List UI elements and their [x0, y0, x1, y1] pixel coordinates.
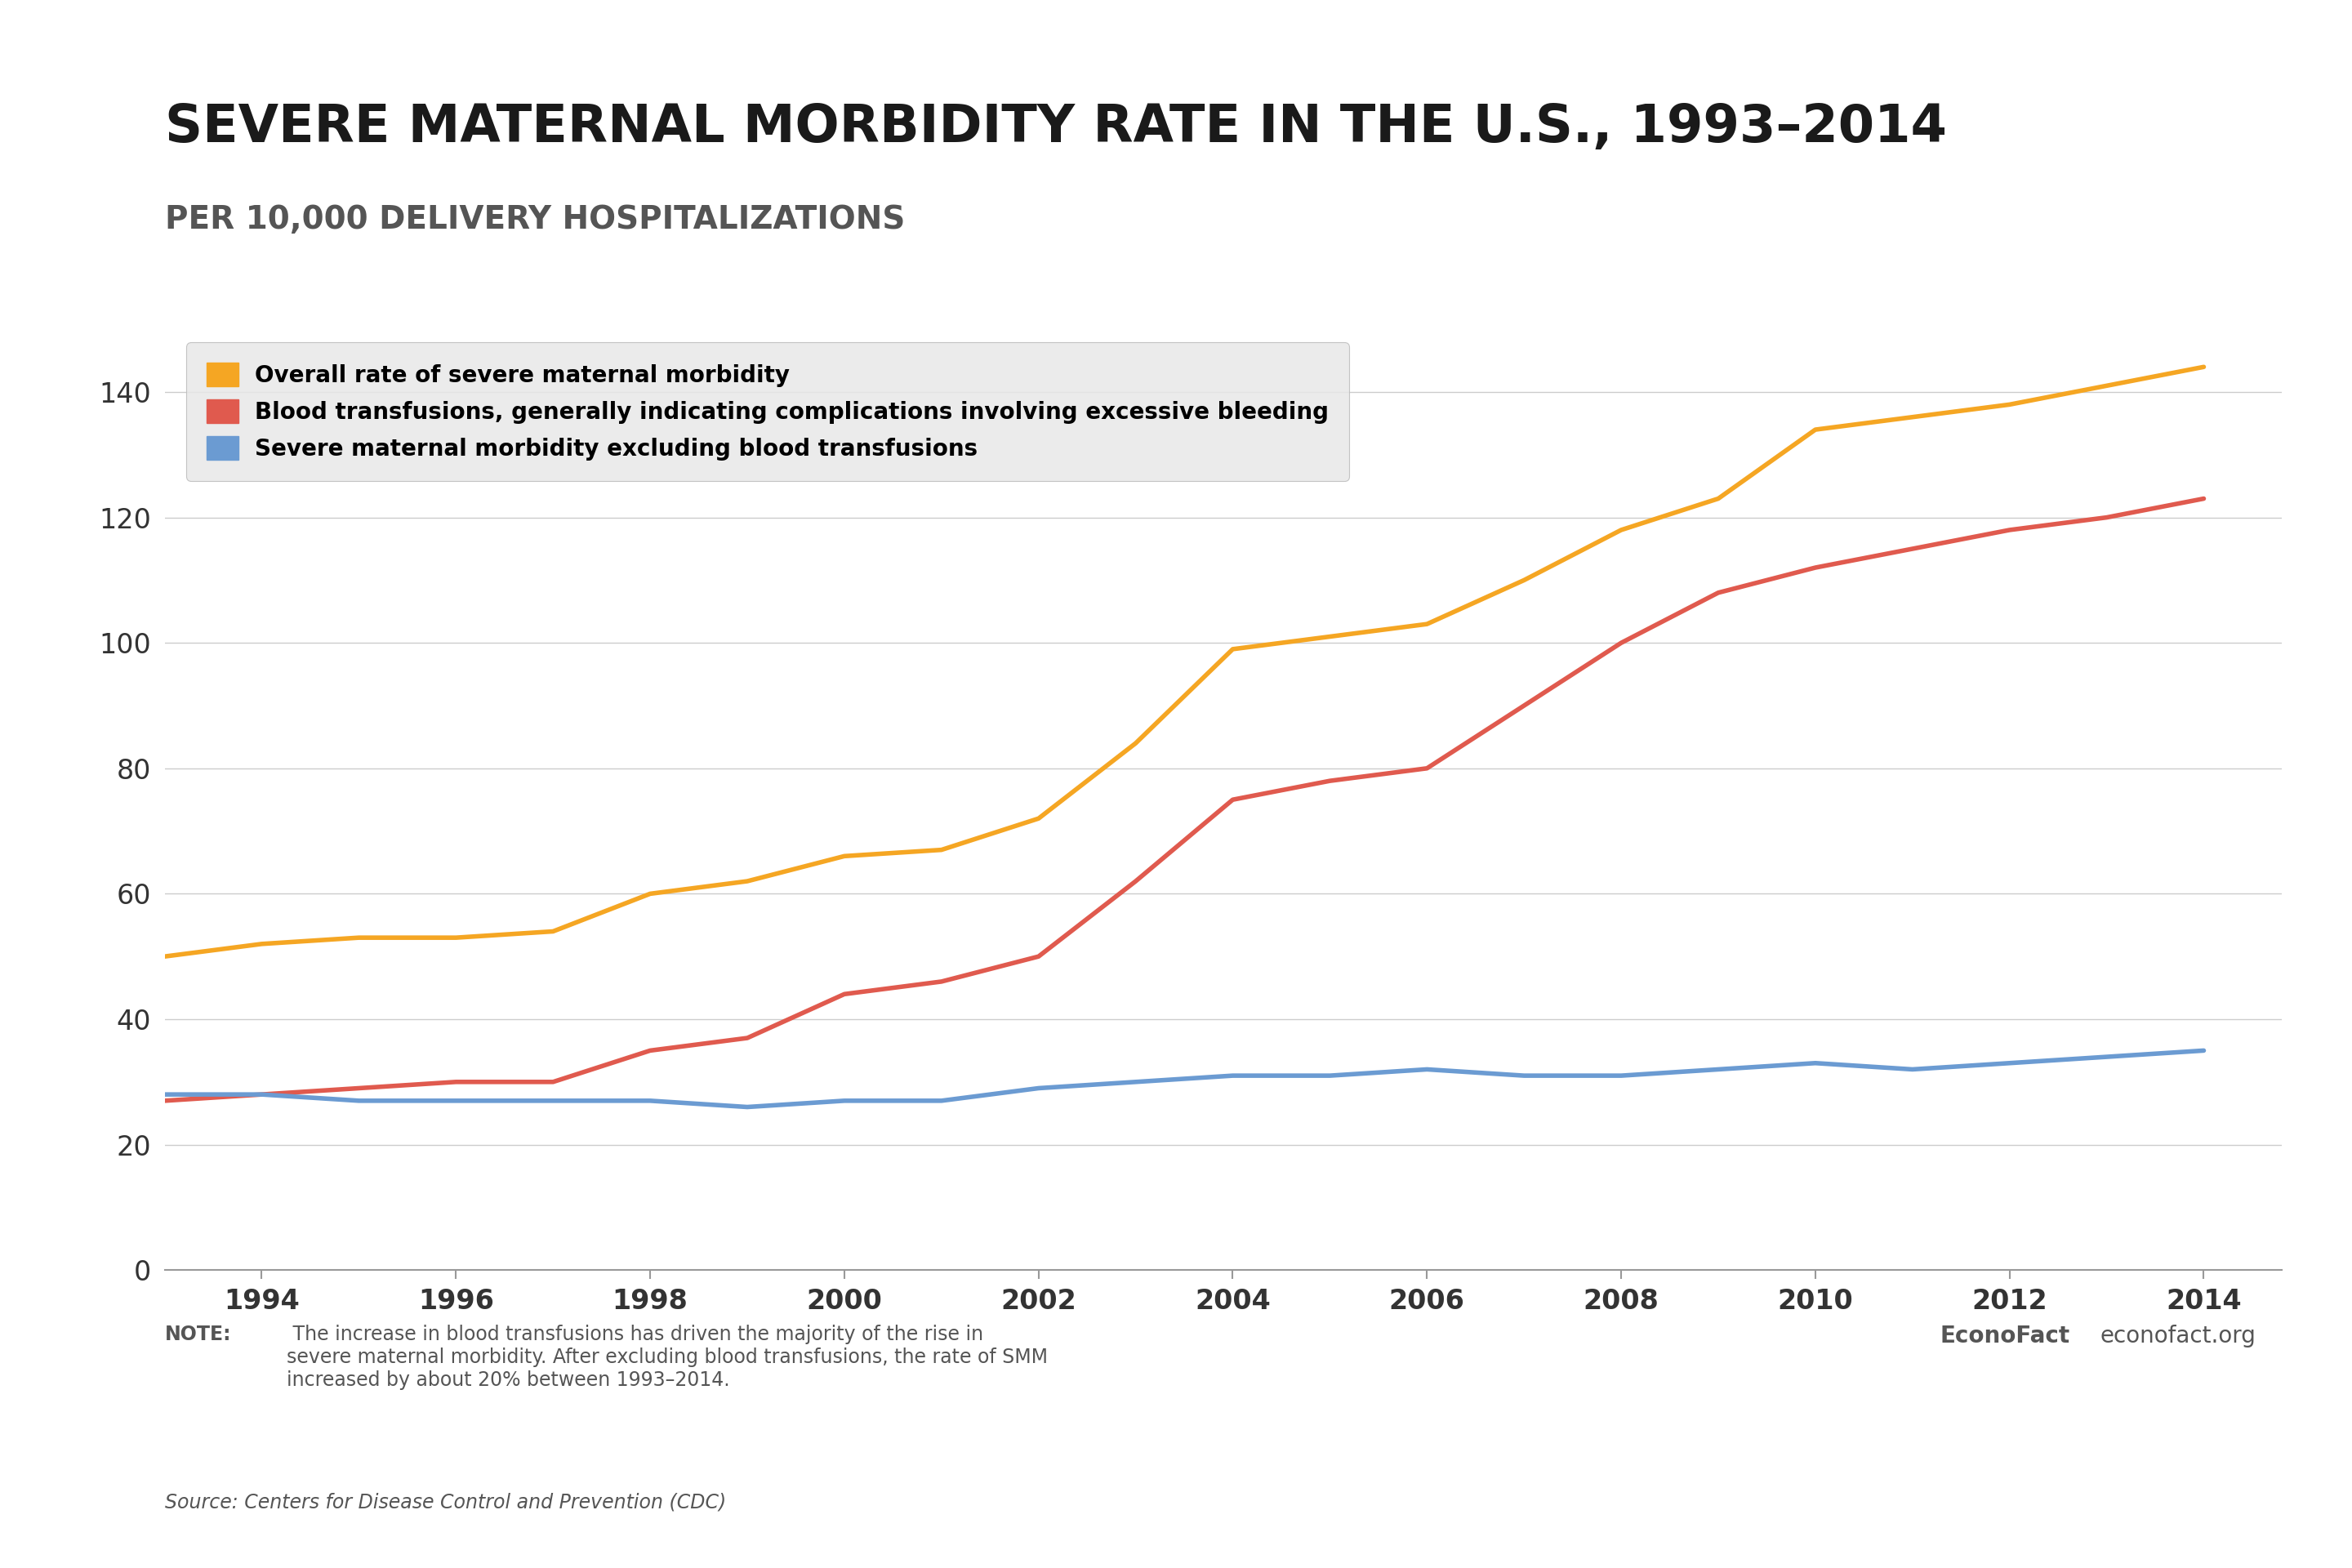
Text: EconoFact: EconoFact [1940, 1325, 2070, 1348]
Text: NOTE:: NOTE: [165, 1325, 230, 1344]
Legend: Overall rate of severe maternal morbidity, Blood transfusions, generally indicat: Overall rate of severe maternal morbidit… [186, 342, 1350, 481]
Text: Source: Centers for Disease Control and Prevention (CDC): Source: Centers for Disease Control and … [165, 1493, 727, 1512]
Text: econofact.org: econofact.org [2100, 1325, 2256, 1348]
Text: The increase in blood transfusions has driven the majority of the rise in
severe: The increase in blood transfusions has d… [287, 1325, 1049, 1389]
Text: PER 10,000 DELIVERY HOSPITALIZATIONS: PER 10,000 DELIVERY HOSPITALIZATIONS [165, 204, 906, 235]
Text: SEVERE MATERNAL MORBIDITY RATE IN THE U.S., 1993–2014: SEVERE MATERNAL MORBIDITY RATE IN THE U.… [165, 102, 1947, 152]
